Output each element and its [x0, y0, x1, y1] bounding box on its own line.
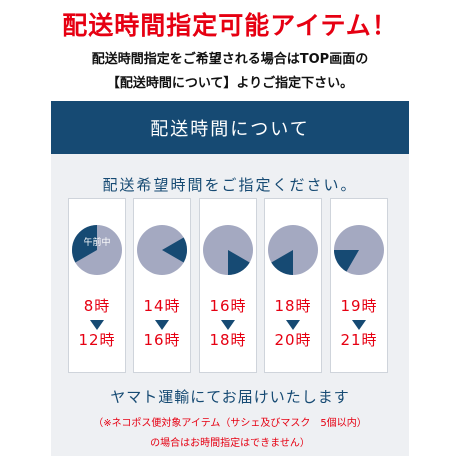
slot-start-time: 14時 [143, 297, 181, 315]
slot-end-time: 18時 [209, 331, 247, 349]
down-arrow-icon [286, 320, 300, 330]
clock-window [334, 250, 359, 272]
banner-title: 配送時間について [150, 118, 310, 140]
note-line-1: （※ネコポス便対象アイテム（サシェ及びマスク 5個以内） [93, 418, 367, 429]
slot-end-time: 12時 [78, 331, 116, 349]
slot-start-time: 18時 [274, 297, 312, 315]
intro-line-2: 【配送時間について】よりご指定下さい。 [106, 76, 354, 91]
headline: 配送時間指定可能アイテム！ [62, 11, 398, 40]
slot-end-time: 16時 [143, 331, 181, 349]
morning-label: 午前中 [83, 236, 110, 248]
clock-window [72, 225, 97, 263]
time-slot-card-1: 午前中 8時 12時 [68, 198, 126, 373]
time-slot-card-2: 14時 16時 [133, 198, 191, 373]
down-arrow-icon [90, 320, 104, 330]
clock-icon: 午前中 [72, 225, 122, 275]
slot-start-time: 8時 [83, 297, 111, 315]
clock-window [271, 250, 293, 275]
delivery-time-panel: 配送希望時間をご指定ください。 午前中 8時 12時 14時 16時 16時 1… [51, 154, 409, 456]
down-arrow-icon [352, 320, 366, 330]
clock-icon [137, 225, 187, 275]
time-slot-card-3: 16時 18時 [199, 198, 257, 373]
delivery-time-banner: 配送時間について [51, 101, 409, 154]
slot-end-time: 21時 [340, 331, 378, 349]
clock-icon [203, 225, 253, 275]
panel-subtitle: 配送希望時間をご指定ください。 [102, 176, 358, 194]
delivery-carrier-text: ヤマト運輸にてお届けいたします [110, 388, 350, 406]
time-slot-card-5: 19時 21時 [330, 198, 388, 373]
clock-icon [268, 225, 318, 275]
intro-line-1: 配送時間指定をご希望される場合はTOP画面の [91, 52, 369, 67]
slot-start-time: 16時 [209, 297, 247, 315]
clock-window [162, 237, 187, 263]
time-slot-card-4: 18時 20時 [264, 198, 322, 373]
down-arrow-icon [155, 320, 169, 330]
clock-icon [334, 225, 384, 275]
note-line-2: の場合はお時間指定はできません） [150, 438, 310, 449]
clock-window [228, 250, 250, 275]
slot-end-time: 20時 [274, 331, 312, 349]
down-arrow-icon [221, 320, 235, 330]
slot-start-time: 19時 [340, 297, 378, 315]
